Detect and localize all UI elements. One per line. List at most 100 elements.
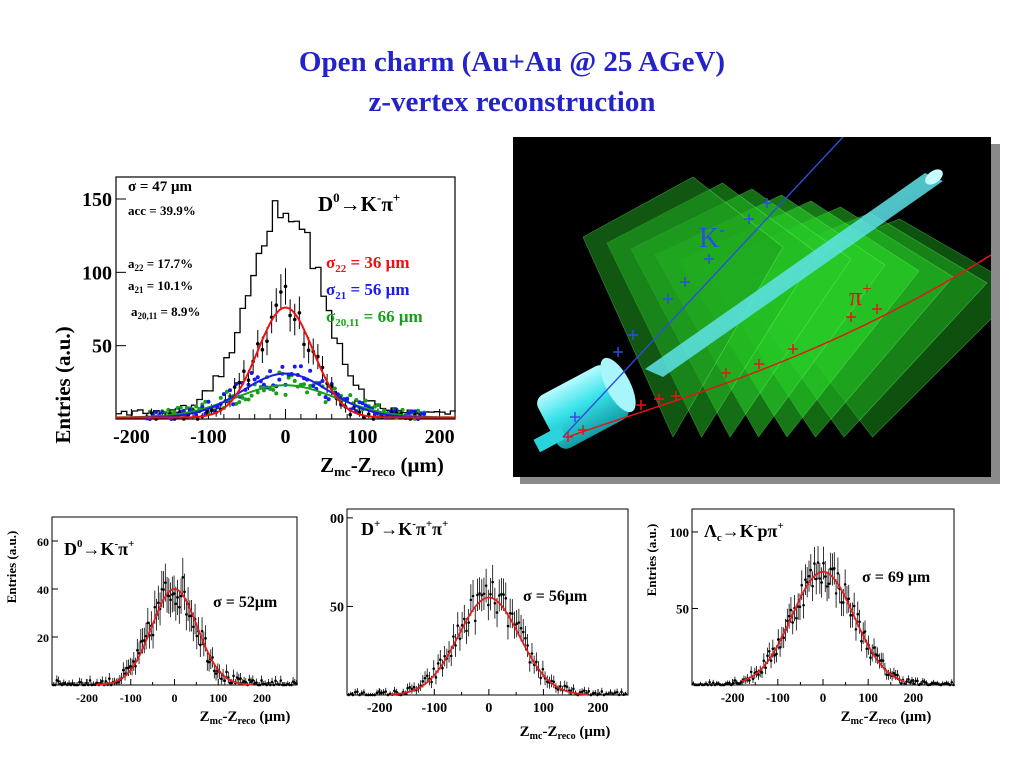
small2-data-point — [406, 686, 409, 690]
small1-data-point — [239, 677, 242, 680]
small2-data-point — [609, 691, 612, 694]
small3-data-point — [822, 561, 825, 565]
small1-data-point — [95, 681, 99, 685]
main-data-point — [283, 392, 288, 397]
small2-data-point — [515, 622, 518, 626]
small1-data-point — [192, 625, 195, 629]
small1-data-point — [53, 683, 57, 687]
pi-hit-marker — [846, 312, 856, 322]
small2-data-point — [347, 693, 350, 697]
small3-data-point — [767, 649, 771, 653]
small3-data-point — [842, 601, 845, 604]
main-data-point — [206, 399, 211, 404]
small1-data-point — [199, 643, 202, 647]
small3-data-point — [814, 577, 818, 581]
small1-data-points — [52, 557, 298, 687]
small2-data-point — [620, 690, 623, 694]
main-data-point — [274, 303, 279, 307]
small2-data-point — [521, 630, 525, 634]
small2-data-point — [528, 661, 532, 664]
small2-data-point — [535, 660, 538, 664]
small3-data-point — [733, 679, 737, 682]
small1-sigma-label: σ = 52μm — [213, 594, 278, 611]
small2-data-point — [465, 629, 468, 633]
main-data-point — [298, 364, 303, 369]
small3-data-point — [693, 683, 697, 687]
main-x-axis-label: Zmc-Zreco (μm) — [320, 453, 444, 479]
small1-data-point — [295, 682, 298, 685]
small1-data-point — [153, 605, 157, 609]
main-stat-a21: a21 = 10.1% — [128, 278, 193, 295]
small1-data-point — [260, 679, 263, 682]
small1-data-point — [101, 679, 104, 683]
small3-data-point — [932, 681, 935, 685]
small3-data-point — [863, 630, 867, 633]
small1-y-axis-label: Entries (a.u.) — [4, 531, 19, 604]
small2-x-tick-label: 0 — [485, 701, 492, 716]
small3-data-point — [908, 681, 912, 684]
small3-data-point — [928, 683, 932, 687]
small2-data-point — [384, 690, 388, 693]
small1-x-tick-label: 200 — [253, 691, 271, 705]
small3-data-point — [771, 647, 775, 651]
small2-fit-path — [390, 596, 588, 696]
small1-data-point — [251, 678, 255, 682]
main-data-point — [332, 386, 337, 391]
main-fit-curve — [116, 384, 455, 419]
main-data-point — [268, 369, 273, 374]
small1-data-point — [255, 681, 258, 684]
main-data-point — [194, 404, 199, 409]
small2-data-point — [443, 654, 446, 658]
small2-data-point — [471, 594, 475, 598]
small3-data-point — [802, 603, 805, 607]
small3-data-point — [952, 683, 955, 687]
small2-data-point — [602, 693, 606, 697]
small3-data-point — [910, 679, 914, 682]
pi-hit-marker — [563, 432, 573, 442]
small1-data-point — [269, 683, 272, 687]
small1-data-point — [83, 683, 87, 687]
small2-data-point — [469, 598, 473, 602]
small1-data-point — [223, 679, 227, 683]
small3-data-point — [800, 583, 804, 587]
main-data-point — [292, 378, 297, 383]
main-data-point — [323, 400, 328, 405]
main-fit-sigma2011: σ20,11 = 66 μm — [326, 307, 423, 329]
pi-plus-label: π+ — [849, 279, 872, 311]
small1-data-point — [167, 594, 171, 598]
small1-data-point — [143, 639, 146, 642]
main-data-point — [160, 410, 165, 415]
small2-fit-curve — [390, 596, 588, 696]
small2-data-point — [366, 693, 370, 697]
small2-data-point — [559, 685, 562, 688]
main-data-point — [271, 387, 276, 392]
main-data-point — [277, 377, 282, 382]
small1-data-point — [172, 592, 176, 595]
main-stat-a22: a22 = 17.7% — [128, 256, 193, 273]
small2-data-point — [377, 690, 381, 693]
main-data-point — [412, 409, 417, 414]
small2-data-points — [347, 564, 628, 697]
small1-data-point — [162, 588, 165, 591]
small2-data-point — [373, 693, 377, 697]
small2-data-point — [382, 691, 385, 694]
small3-data-point — [823, 575, 827, 578]
small1-data-point — [164, 581, 167, 584]
small2-data-point — [600, 690, 604, 693]
small3-data-point — [836, 572, 840, 575]
main-data-point — [265, 339, 269, 344]
main-data-point — [205, 409, 209, 414]
small1-fit-path — [95, 588, 254, 686]
small2-data-point — [607, 692, 610, 696]
small2-data-point — [434, 676, 438, 679]
small3-data-point — [858, 620, 861, 624]
small2-data-point — [423, 676, 427, 680]
small1-data-point — [290, 683, 293, 687]
small3-data-point — [925, 681, 928, 685]
small3-data-point — [899, 681, 903, 685]
main-data-point — [357, 400, 362, 405]
main-data-point — [154, 410, 159, 415]
small3-decay-label: Λc→K-pπ+ — [704, 520, 784, 544]
detector-3d-view: K- π+ — [513, 137, 991, 477]
